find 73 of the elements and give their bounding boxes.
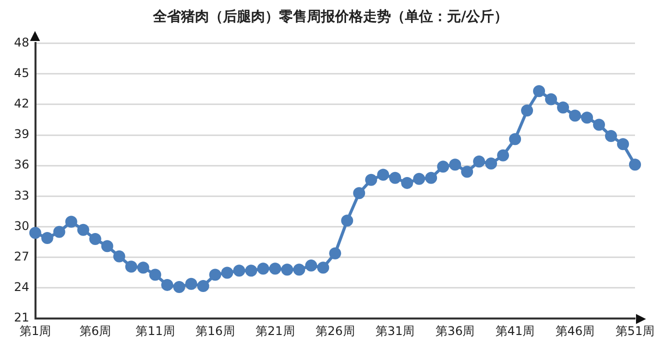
x-tick-label: 第6周: [79, 324, 112, 338]
point: [329, 247, 342, 260]
point: [341, 214, 354, 227]
point: [77, 224, 90, 236]
x-tick-label: 第51周: [615, 324, 655, 338]
point: [113, 250, 126, 262]
x-tick-label: 第16周: [196, 324, 235, 338]
y-tick-label: 33: [14, 188, 30, 202]
point: [401, 176, 414, 189]
point: [257, 262, 270, 275]
point: [581, 112, 594, 124]
point: [389, 172, 402, 184]
point: [509, 133, 522, 146]
x-tick-label: 第31周: [375, 324, 415, 338]
x-tick-label: 第1周: [19, 324, 52, 338]
point: [437, 160, 450, 173]
x-tick-label: 第41周: [495, 324, 535, 338]
point: [593, 118, 606, 131]
x-tick-label: 第21周: [256, 324, 295, 338]
point: [557, 101, 570, 114]
point: [269, 262, 282, 275]
x-tick-label: 第26周: [315, 324, 355, 338]
point: [209, 268, 222, 281]
point: [569, 110, 582, 122]
x-tick-label: 第11周: [136, 324, 175, 338]
point: [545, 93, 558, 106]
y-tick-label: 30: [14, 218, 30, 233]
point: [161, 278, 174, 291]
point: [233, 264, 246, 277]
x-tick-label: 第46周: [555, 324, 595, 338]
point: [245, 264, 258, 277]
point: [353, 187, 366, 200]
point: [497, 149, 510, 162]
point: [317, 262, 330, 274]
point: [425, 172, 438, 184]
x-tick-label: 第36周: [435, 324, 475, 338]
point: [89, 233, 102, 246]
point: [53, 226, 66, 238]
point: [521, 104, 534, 117]
y-tick-label: 48: [14, 35, 30, 50]
y-tick-label: 21: [14, 310, 30, 325]
y-tick-label: 27: [14, 250, 30, 264]
point: [29, 226, 42, 239]
point: [185, 278, 198, 290]
point: [65, 216, 78, 228]
point: [617, 138, 630, 150]
point: [125, 260, 138, 273]
point: [197, 280, 210, 292]
point: [413, 172, 426, 185]
point: [629, 158, 641, 171]
point: [461, 166, 474, 178]
chart-title: 全省猪肉（后腿肉）零售周报价格走势（单位：元/公斤）: [152, 8, 510, 26]
point: [101, 240, 114, 252]
point: [605, 130, 618, 142]
point: [533, 85, 546, 98]
y-tick-label: 45: [14, 66, 30, 80]
point: [485, 158, 498, 170]
y-tick-label: 24: [14, 280, 30, 294]
point: [221, 266, 234, 279]
y-tick-label: 36: [14, 158, 30, 172]
point: [365, 174, 378, 186]
y-tick-label: 42: [14, 96, 30, 111]
point: [137, 262, 150, 274]
point: [293, 264, 306, 276]
point: [449, 158, 462, 171]
point: [173, 280, 186, 293]
point: [305, 260, 318, 272]
point: [281, 264, 294, 276]
point: [41, 232, 54, 244]
point: [473, 156, 486, 168]
y-tick-label: 39: [14, 127, 30, 142]
point: [149, 268, 162, 281]
point: [377, 168, 390, 181]
